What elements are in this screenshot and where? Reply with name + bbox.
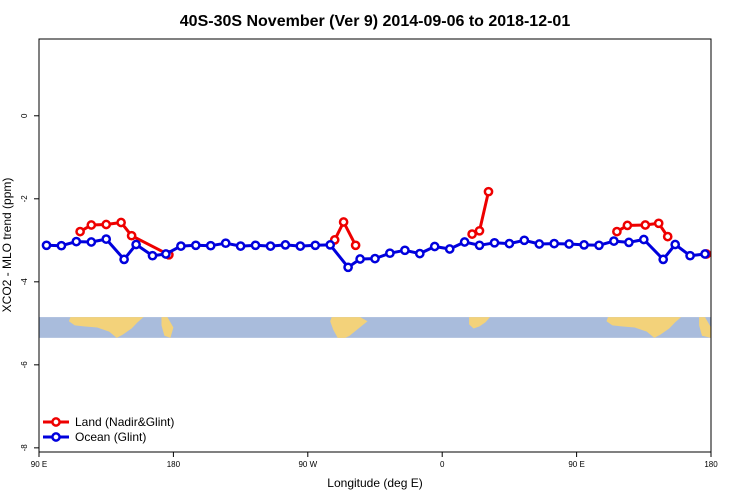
x-tick-label: 0 <box>440 460 445 469</box>
data-point-ocean <box>295 241 306 251</box>
data-point-ocean <box>534 239 545 249</box>
data-point-ocean <box>658 254 669 265</box>
background-map <box>39 317 711 338</box>
data-point-ocean <box>265 241 276 251</box>
data-point-land <box>338 217 349 227</box>
data-point-ocean <box>119 254 129 265</box>
data-point-land <box>474 225 485 236</box>
data-point-land <box>86 220 97 230</box>
data-point-ocean <box>429 241 440 252</box>
map-land-southamerica <box>330 317 368 338</box>
data-point-ocean <box>235 241 246 251</box>
data-point-land <box>467 229 477 239</box>
y-tick-label: -6 <box>20 361 29 369</box>
y-tick-label: 0 <box>20 113 29 118</box>
legend-marker-ocean <box>51 432 61 442</box>
data-point-ocean <box>579 240 589 250</box>
data-point-ocean <box>624 237 634 248</box>
data-point-ocean <box>86 237 97 247</box>
data-point-ocean <box>474 240 485 251</box>
data-point-ocean <box>101 234 112 244</box>
data-point-ocean <box>220 238 231 249</box>
y-tick-label: -8 <box>20 444 29 452</box>
data-point-ocean <box>638 234 649 245</box>
data-point-ocean <box>609 236 619 246</box>
data-point-ocean <box>325 240 336 250</box>
data-point-ocean <box>370 253 380 264</box>
data-point-ocean <box>161 249 171 259</box>
chart-title: 40S-30S November (Ver 9) 2014-09-06 to 2… <box>180 13 571 30</box>
data-point-ocean <box>41 240 52 251</box>
data-point-ocean <box>385 248 395 259</box>
legend: Land (Nadir&Glint)Ocean (Glint) <box>43 415 174 444</box>
data-point-ocean <box>400 245 410 256</box>
data-point-ocean <box>310 240 321 251</box>
data-point-ocean <box>504 238 515 249</box>
data-point-ocean <box>250 240 261 251</box>
map-land-southafrica <box>469 317 490 329</box>
map-land-newzealand-2 <box>699 317 711 338</box>
map-land-australia <box>68 317 144 338</box>
data-point-ocean <box>489 237 500 248</box>
data-point-land <box>350 240 361 251</box>
x-tick-label: 90 E <box>568 460 584 469</box>
data-point-ocean <box>355 254 365 264</box>
y-axis-label: XCO2 - MLO trend (ppm) <box>0 178 14 313</box>
data-point-ocean <box>205 240 216 251</box>
data-point-ocean <box>685 250 695 261</box>
data-point-ocean <box>594 240 604 251</box>
legend-label-land: Land (Nadir&Glint) <box>75 415 174 429</box>
series-layer <box>41 186 712 273</box>
data-point-land <box>640 220 651 230</box>
data-point-ocean <box>670 239 681 250</box>
data-point-land <box>101 219 112 230</box>
x-tick-label: 180 <box>704 460 718 469</box>
data-point-ocean <box>459 237 470 247</box>
data-point-ocean <box>147 250 158 261</box>
data-point-ocean <box>343 262 353 273</box>
plot-frame <box>38 38 712 453</box>
map-land-australia-2 <box>606 317 682 338</box>
y-tick-label: -4 <box>20 278 29 286</box>
data-point-ocean <box>176 241 186 251</box>
data-point-ocean <box>71 236 82 247</box>
data-point-ocean <box>700 249 710 259</box>
data-point-land <box>653 218 664 229</box>
data-point-land <box>612 226 622 237</box>
data-point-ocean <box>519 235 530 246</box>
data-point-ocean <box>280 240 291 250</box>
y-tick-label: -2 <box>20 195 29 203</box>
data-point-land <box>662 231 673 242</box>
data-point-ocean <box>190 240 201 251</box>
x-axis-label: Longitude (deg E) <box>327 476 422 490</box>
data-point-ocean <box>131 239 141 250</box>
legend-marker-land <box>51 417 61 427</box>
series-land <box>75 186 712 260</box>
axis-ticks: 90 E 180 90 W 0 90 E 180 0 -2 -4 -6 -8 <box>20 113 718 469</box>
data-point-ocean <box>549 238 560 249</box>
data-point-ocean <box>564 239 574 249</box>
data-point-ocean <box>414 248 425 259</box>
data-point-land <box>483 186 494 197</box>
data-point-ocean <box>56 240 67 251</box>
data-point-land <box>75 226 85 237</box>
data-point-land <box>126 230 137 241</box>
x-tick-label: 90 W <box>298 460 317 469</box>
x-tick-label: 90 E <box>31 460 47 469</box>
map-land-newzealand <box>161 317 174 338</box>
series-ocean <box>41 234 710 273</box>
data-point-land <box>622 220 633 231</box>
legend-label-ocean: Ocean (Glint) <box>75 430 146 444</box>
map-ocean-band <box>39 317 711 338</box>
data-point-land <box>116 217 126 228</box>
x-tick-label: 180 <box>167 460 181 469</box>
data-point-ocean <box>444 244 455 254</box>
